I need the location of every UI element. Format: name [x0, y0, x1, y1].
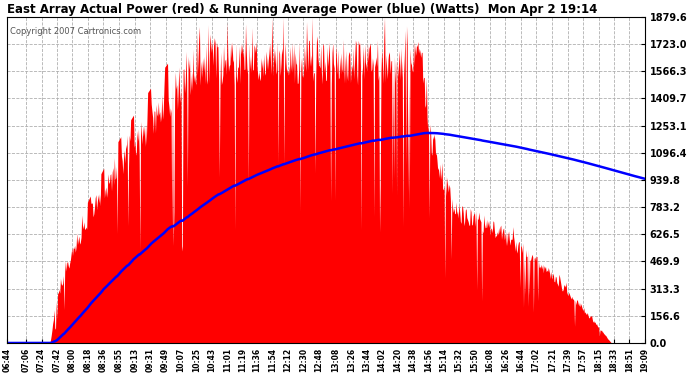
Text: Copyright 2007 Cartronics.com: Copyright 2007 Cartronics.com	[10, 27, 141, 36]
Text: East Array Actual Power (red) & Running Average Power (blue) (Watts)  Mon Apr 2 : East Array Actual Power (red) & Running …	[8, 3, 598, 16]
